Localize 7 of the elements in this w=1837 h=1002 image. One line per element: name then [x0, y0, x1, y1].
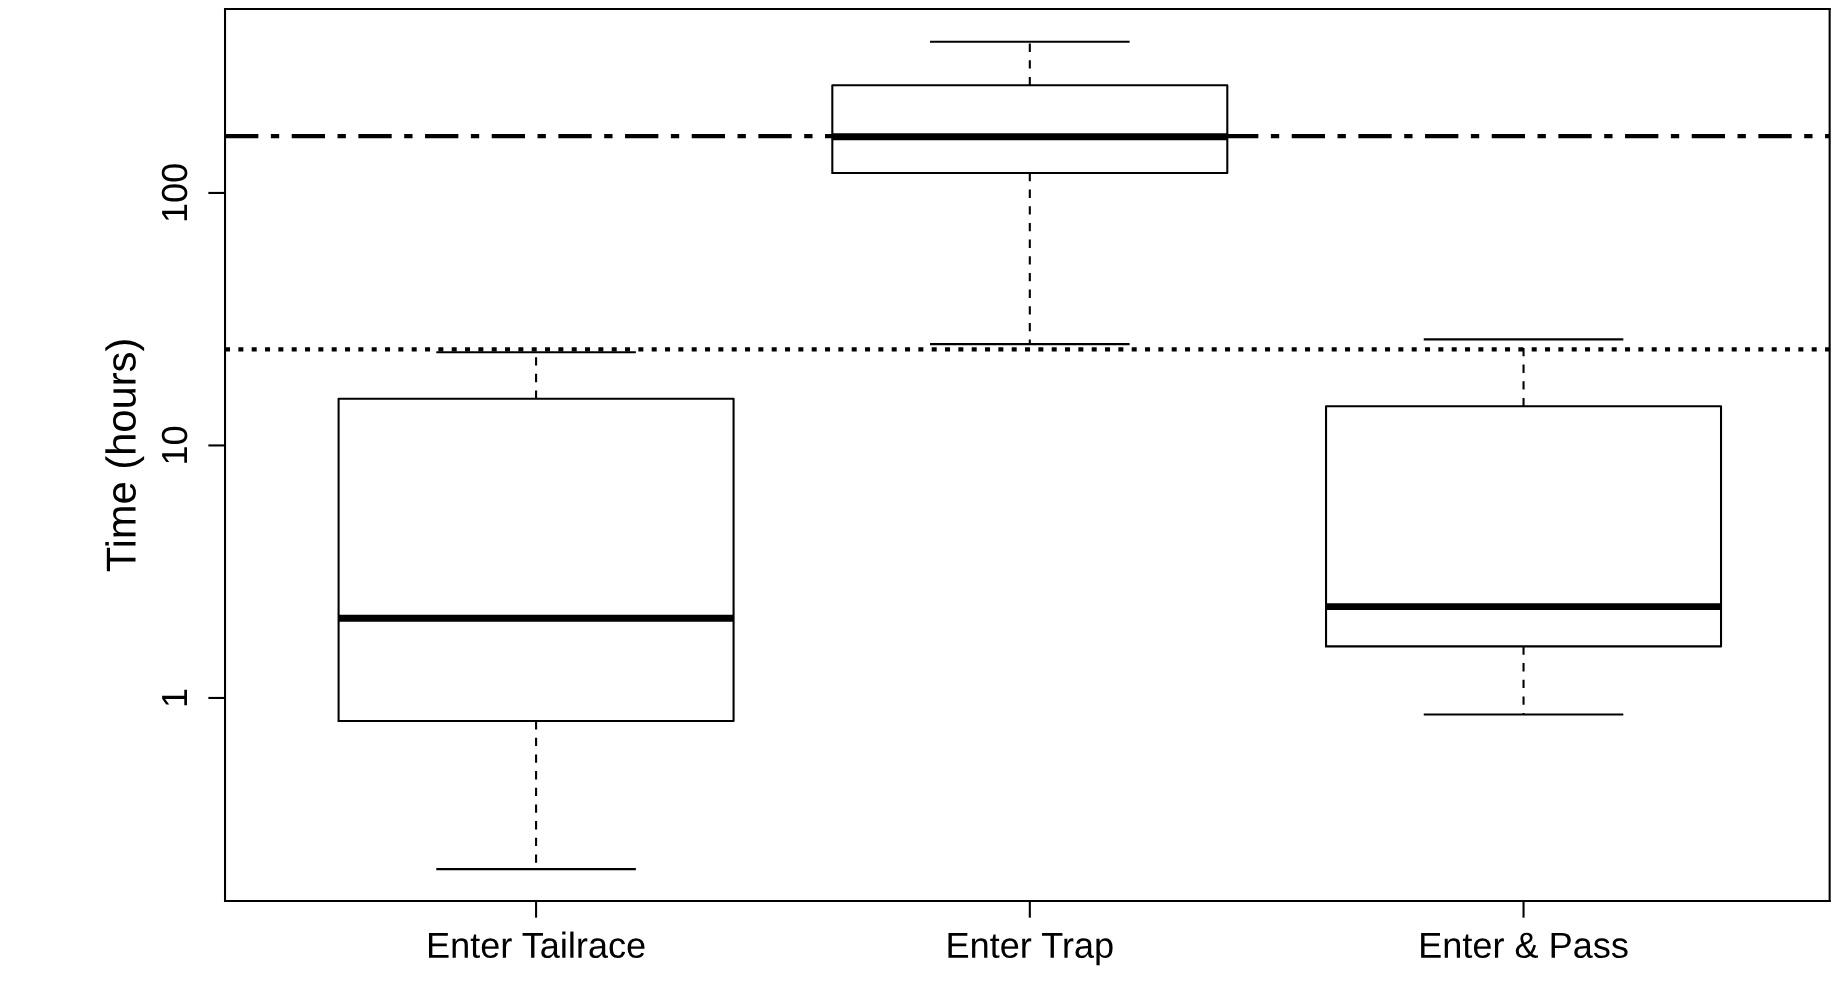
- y-tick-label: 100: [161, 164, 188, 221]
- x-tick-label: Enter Tailrace: [428, 931, 645, 959]
- y-tick-label: 1: [162, 689, 187, 706]
- y-axis-title: Time (hours): [105, 340, 145, 572]
- x-tick-label: Enter & Pass: [1421, 932, 1628, 959]
- y-tick-label: 10: [161, 426, 188, 463]
- x-tick-label: Enter Trap: [948, 932, 1113, 966]
